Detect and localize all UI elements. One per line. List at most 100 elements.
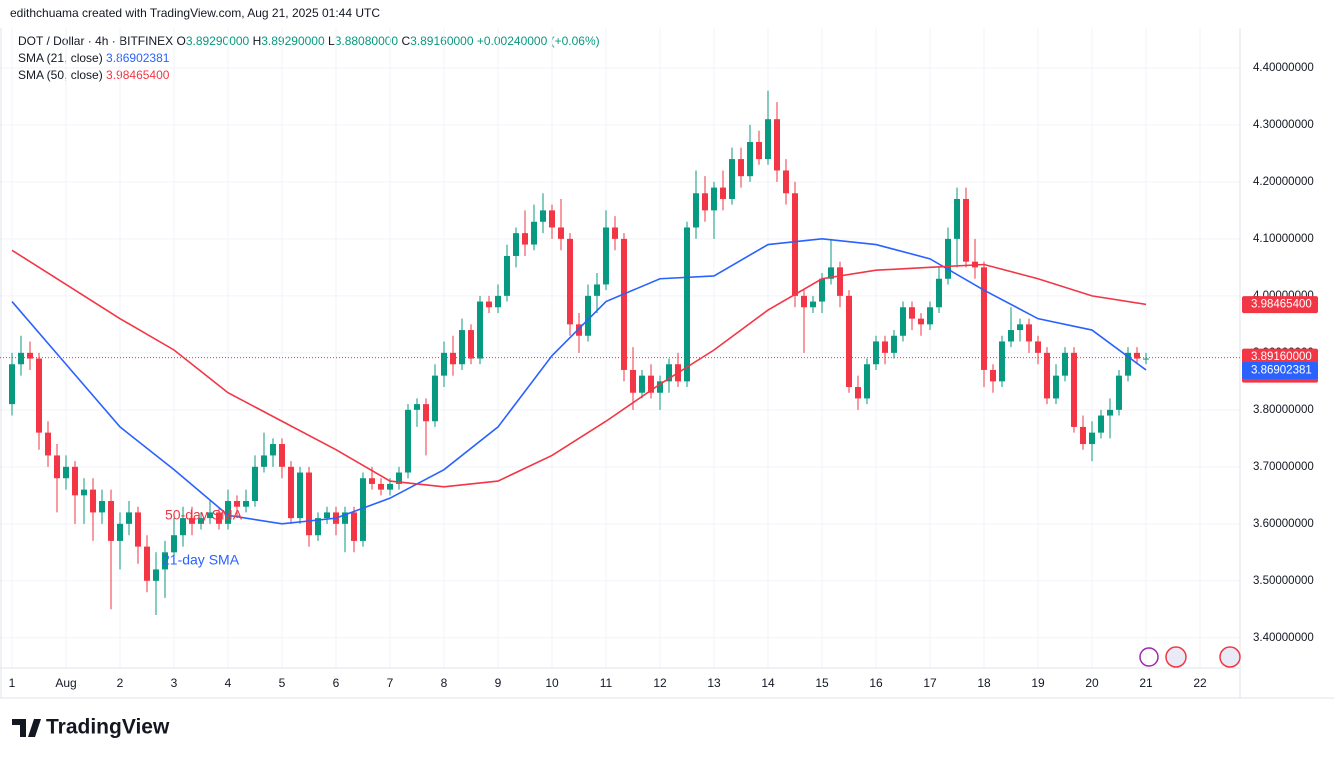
candle-body [234,501,240,507]
candle-body [1098,415,1104,433]
candle-body [639,375,645,393]
candle-body [774,119,780,171]
x-tick-label: 20 [1085,676,1099,690]
candle-body [171,535,177,553]
candle-body [99,501,105,513]
candle-body [414,404,420,410]
candle-body [855,387,861,399]
ohlc-value: 3.89290000 [186,34,250,48]
candle-body [360,478,366,541]
candle-body [801,295,807,308]
candle-body [531,221,537,245]
candle-body [423,404,429,422]
candle-body [837,267,843,296]
candle-body [225,501,231,524]
candle-body [1143,358,1149,360]
candle-body [585,295,591,336]
x-tick-label: 8 [441,676,448,690]
candle-body [63,466,69,479]
x-tick-label: 6 [333,676,340,690]
legend-value: 3.98465400 [106,68,170,82]
candle-body [819,278,825,302]
candle-body [324,512,330,519]
candle-body [216,512,222,524]
x-tick-label: 5 [279,676,286,690]
change: +0.00240000 (+0.06%) [477,34,600,48]
candle-body [936,278,942,308]
candle-body [108,501,114,541]
icons [1139,646,1241,668]
candle-body [261,455,267,467]
candle-body [405,409,411,473]
candle-body [207,512,213,519]
candle-body [594,284,600,296]
candle-body [1035,341,1041,353]
x-tick-label: 13 [707,676,721,690]
x-tick-label: 16 [869,676,883,690]
candle-body [126,512,132,524]
ohlc-key: L [328,34,335,48]
candle-body [711,187,717,211]
candle-body [162,552,168,570]
candle-body [567,238,573,325]
candle-body [45,432,51,456]
annotation: 50-day SMA [165,507,243,523]
x-tick-label: 4 [225,676,232,690]
candle-body [432,375,438,422]
candle-body [351,512,357,541]
candle-body [495,295,501,308]
x-tick-label: 18 [977,676,991,690]
ohlc-key: O [176,34,185,48]
candle-body [306,472,312,536]
candle-body [864,364,870,399]
y-tick-label: 3.70000000 [1253,461,1314,473]
candle-body [54,455,60,479]
candle-body [882,341,888,353]
candle-body [522,233,528,245]
candle-body [1062,352,1068,376]
candle-body [486,301,492,308]
candle-body [468,330,474,359]
candle-body [1116,375,1122,410]
candle-body [792,193,798,296]
ohlc-value: 3.89160000 [410,34,474,48]
event-icon [1219,646,1241,668]
candle-body [279,444,285,467]
candle-body [72,466,78,496]
candle-body [135,512,141,547]
candle-body [1107,409,1113,416]
candle-body [288,466,294,519]
candle-body [513,233,519,256]
y-tick-label: 4.10000000 [1253,233,1314,245]
ohlc-key: C [401,34,410,48]
y-tick-label: 3.50000000 [1253,575,1314,587]
annotation: 21-day SMA [162,552,240,568]
candle-body [117,523,123,541]
candle-body [18,352,24,365]
candle-body [576,324,582,336]
symbol: DOT / Dollar · 4h · BITFINEX [18,34,173,48]
ohlc-value: 3.88080000 [335,34,399,48]
candle-body [630,369,636,393]
candle-body [540,210,546,222]
candle-body [1134,352,1140,359]
x-tick-label: 12 [653,676,667,690]
candle-body [621,238,627,370]
credit: edithchuama created with TradingView.com… [10,6,380,20]
candle-body [90,489,96,513]
candle-body [1071,352,1077,427]
candle-body [1125,352,1131,376]
candle-body [765,119,771,160]
x-tick-label: 2 [117,676,124,690]
candle-body [378,483,384,490]
candle-body [693,193,699,228]
candle-body [981,267,987,370]
candle-body [873,341,879,365]
brand: TradingView [46,716,170,739]
y-tick-label: 3.80000000 [1253,404,1314,416]
candle-body [720,187,726,199]
y-tick-label: 3.60000000 [1253,518,1314,530]
x-tick-label: 15 [815,676,829,690]
candle-body [684,227,690,382]
